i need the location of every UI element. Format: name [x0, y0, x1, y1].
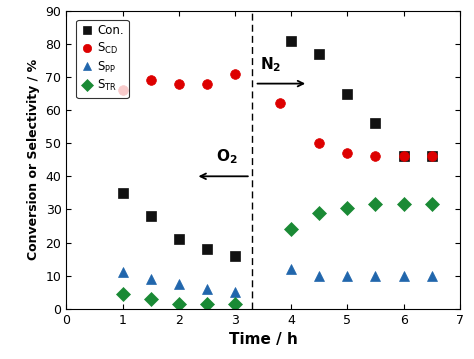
X-axis label: Time / h: Time / h — [228, 332, 298, 347]
Text: $\mathbf{O_2}$: $\mathbf{O_2}$ — [216, 148, 237, 166]
Legend: Con., $\mathregular{S_{CD}}$, $\mathregular{S_{PP}}$, $\mathregular{S_{TR}}$: Con., $\mathregular{S_{CD}}$, $\mathregu… — [76, 20, 129, 98]
Y-axis label: Conversion or Selectivity / %: Conversion or Selectivity / % — [27, 59, 40, 260]
Text: $\mathbf{N_2}$: $\mathbf{N_2}$ — [260, 55, 282, 74]
